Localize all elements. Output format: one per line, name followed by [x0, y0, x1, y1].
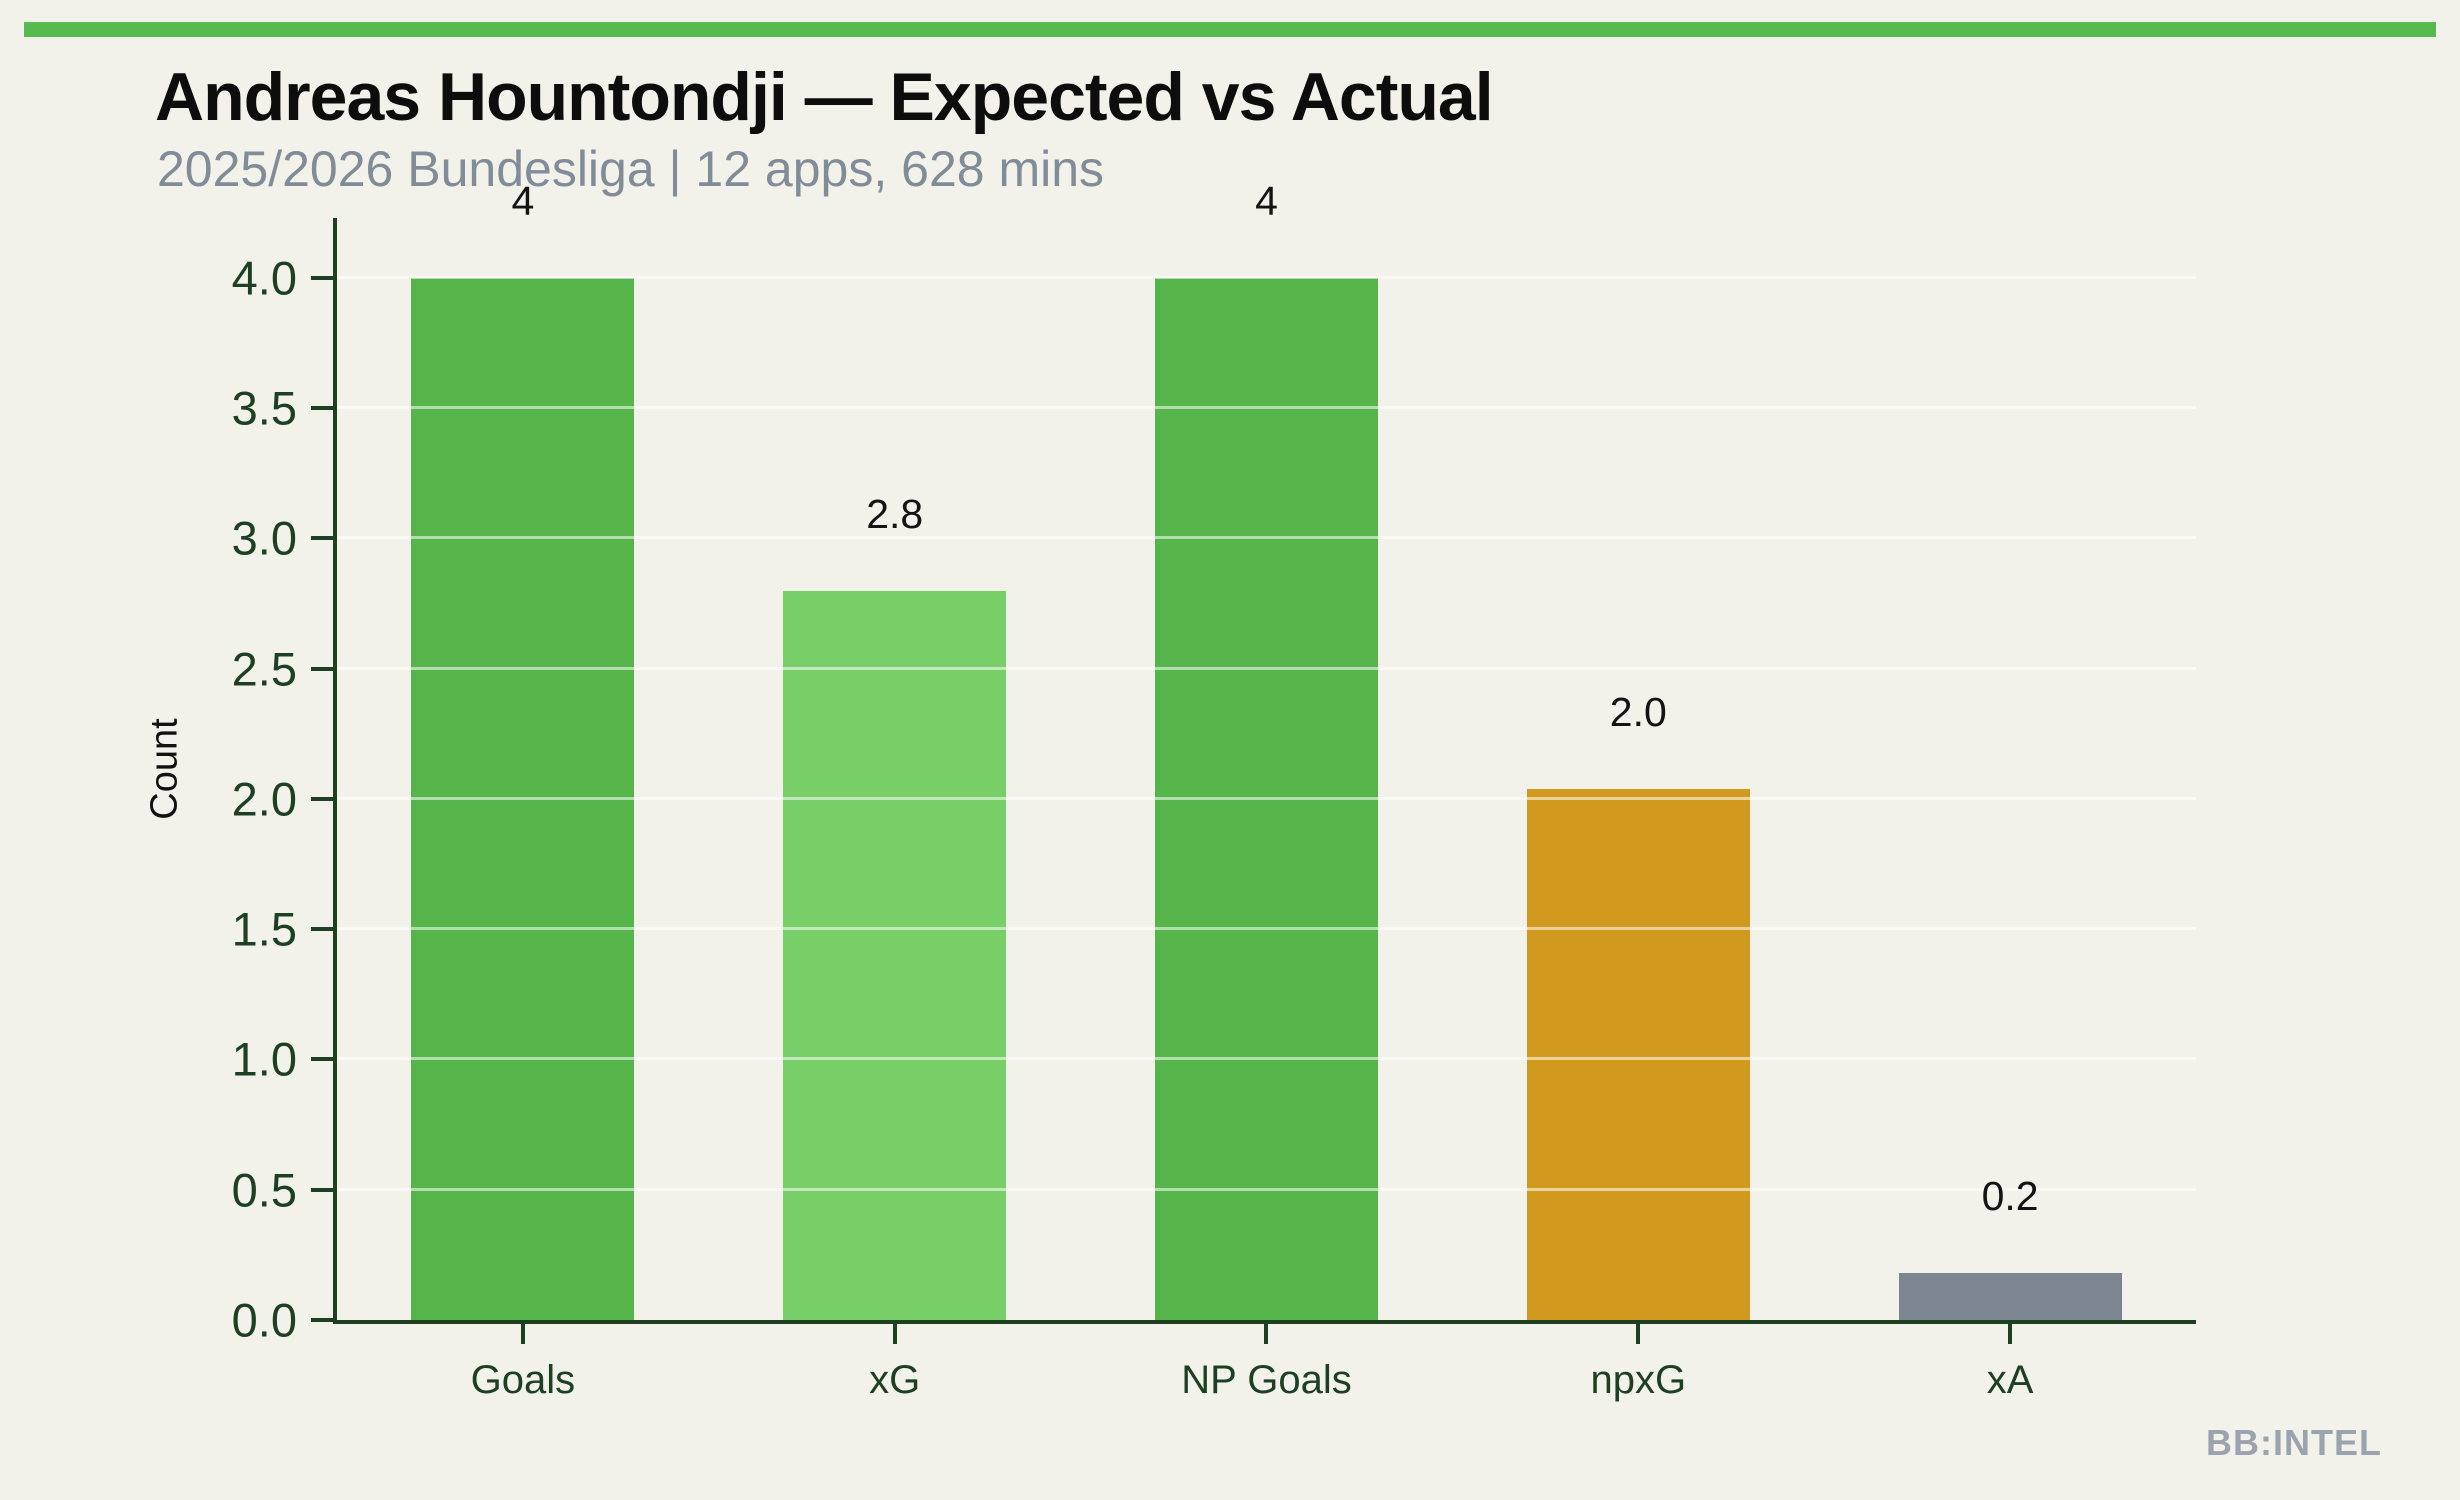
y-tick-label: 3.5 — [231, 381, 297, 435]
x-tick-label-NP Goals: NP Goals — [1181, 1358, 1352, 1402]
x-tick-mark — [892, 1324, 897, 1344]
y-tick-mark — [311, 406, 333, 411]
bar-value-label-npxG: 2.0 — [1609, 688, 1667, 735]
y-tick-mark — [311, 275, 333, 280]
bar-slot-NP Goals: 4 NP Goals — [1081, 180, 1453, 1402]
bar-value-label-Goals: 4 — [511, 177, 535, 224]
bar-value-label-xG: 2.8 — [866, 490, 924, 537]
x-tick-mark — [1264, 1324, 1269, 1344]
y-tick-label: 1.0 — [231, 1032, 297, 1086]
y-tick-mark — [311, 536, 333, 541]
bar-value-label-xA: 0.2 — [1981, 1173, 2039, 1220]
x-tick-mark — [1636, 1324, 1641, 1344]
y-tick-mark — [311, 1057, 333, 1062]
bar-slot-xA: 0.2 xA — [1824, 218, 2196, 1402]
bar-npxG — [1526, 788, 1750, 1320]
x-tick-mark — [520, 1324, 525, 1344]
bar-value-label-NP Goals: 4 — [1255, 177, 1278, 224]
bar-xA — [1898, 1273, 2122, 1320]
y-tick-mark — [311, 666, 333, 671]
x-tick-label-xG: xG — [869, 1358, 921, 1402]
y-tick-label: 2.5 — [231, 642, 297, 696]
bar-slot-npxG: 2.0 npxG — [1452, 218, 1824, 1402]
y-tick-label: 1.5 — [231, 902, 297, 956]
x-tick-label-npxG: npxG — [1590, 1358, 1687, 1402]
bar-Goals — [411, 277, 635, 1320]
y-tick-mark — [311, 1187, 333, 1192]
bar-slot-xG: 2.8 xG — [709, 218, 1081, 1402]
chart-title: Andreas Hountondji — Expected vs Actual — [155, 59, 1494, 135]
bar-xG — [783, 590, 1007, 1320]
y-tick-label: 4.0 — [231, 251, 297, 305]
chart-subtitle: 2025/2026 Bundesliga | 12 apps, 628 mins — [157, 141, 1105, 197]
x-tick-label-xA: xA — [1986, 1358, 2034, 1402]
y-tick-mark — [311, 796, 333, 801]
accent-bar — [24, 22, 2436, 37]
x-tick-mark — [2008, 1324, 2013, 1344]
bar-slot-Goals: 4 Goals — [337, 180, 709, 1402]
y-tick-label: 2.0 — [231, 772, 297, 826]
bar-NP Goals — [1154, 277, 1379, 1320]
y-tick-mark — [311, 1318, 333, 1322]
y-tick-mark — [311, 927, 333, 932]
y-tick-label: 3.0 — [231, 511, 297, 565]
watermark: BB:INTEL — [2206, 1422, 2382, 1463]
plot-area: 0.0 0.5 1.0 1.5 2.0 2.5 3.0 3.5 4.0 4 Goals 2.8 xG 4 N… — [232, 180, 2196, 1402]
x-tick-label-Goals: Goals — [470, 1358, 576, 1402]
y-tick-label: 0.5 — [231, 1163, 297, 1217]
y-tick-label: 0.0 — [231, 1293, 297, 1347]
y-axis-label: Count — [143, 718, 186, 820]
